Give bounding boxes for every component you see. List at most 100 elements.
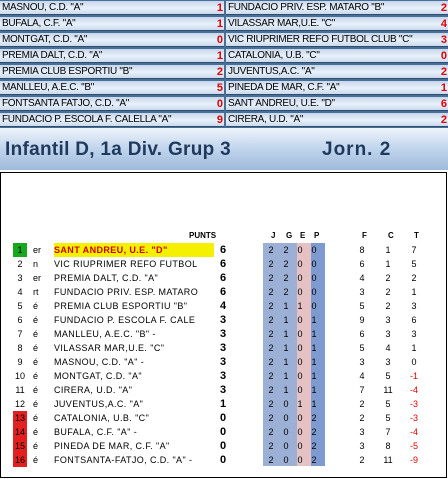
stat-t: 3 [411, 329, 417, 339]
stat-g: 0 [283, 413, 289, 423]
stat-t: -4 [409, 385, 418, 395]
result-row: MANLLEU, A.E.C. "B" 5 PINEDA DE MAR, C.F. … [0, 81, 448, 95]
stat-e: 0 [297, 329, 303, 339]
position-cell: 4 [17, 287, 23, 297]
ordinal-suffix: é [33, 455, 39, 465]
points-cell: 3 [219, 384, 227, 396]
ordinal-suffix: é [33, 329, 39, 339]
stat-c: 5 [385, 371, 391, 381]
stat-f: 2 [359, 413, 365, 423]
ordinal-suffix: é [33, 301, 39, 311]
column-band-p [311, 243, 325, 466]
stat-f: 5 [359, 343, 365, 353]
stat-j: 2 [268, 287, 274, 297]
points-cell: 3 [219, 314, 227, 326]
ordinal-suffix: er [33, 273, 42, 283]
position-cell: 10 [14, 371, 25, 381]
position-cell: 8 [17, 343, 23, 353]
stat-c: 11 [383, 385, 393, 395]
stat-f: 6 [359, 329, 365, 339]
away-team: SANT ANDREU, U.E. "D" [226, 97, 434, 111]
table-row: 15 é PINEDA DE MAR, C.F. "A" 0 2 0 0 2 3 8 -5 [13, 439, 439, 453]
stat-f: 4 [359, 273, 365, 283]
stat-g: 1 [283, 385, 289, 395]
stat-t: -3 [409, 413, 418, 423]
table-row: 10 é MONTGAT, C.D. "A" 3 2 1 0 1 4 5 -1 [13, 369, 439, 383]
header-t: T [414, 231, 419, 240]
stat-t: -3 [409, 399, 418, 409]
stat-p: 0 [311, 301, 317, 311]
table-row: 16 é FONTSANTA-FATJO, C.D. "A" -0 2 0 0 2 2 11 -9 [13, 453, 439, 467]
team-name: SANT ANDREU, U.E. "D" [54, 243, 214, 257]
away-goals: 1 [434, 81, 448, 95]
home-goals: 1 [212, 49, 224, 63]
stat-p: 1 [311, 399, 317, 409]
stat-g: 2 [283, 287, 289, 297]
stat-t: 5 [411, 259, 417, 269]
result-row: MASNOU, C.D. "A" 1 FUNDACIO PRIV. ESP. MAT… [0, 1, 448, 15]
stat-t: 3 [411, 301, 417, 311]
stat-g: 2 [283, 259, 289, 269]
home-team: FONTSANTA FATJO, C.D. "A" [0, 97, 212, 111]
points-cell: 6 [219, 258, 227, 270]
home-goals: 5 [212, 81, 224, 95]
stat-c: 2 [385, 273, 391, 283]
position-cell: 14 [13, 425, 27, 439]
home-goals: 0 [212, 33, 224, 47]
stat-e: 0 [297, 371, 303, 381]
away-goals: 2 [434, 1, 448, 15]
away-team: PINEDA DE MAR, C.F. "A" [226, 81, 434, 95]
table-row: 1 er SANT ANDREU, U.E. "D" 6 2 2 0 0 8 1 7 [13, 243, 439, 257]
points-cell: 3 [219, 328, 227, 340]
header-points: PUNTS [189, 231, 217, 240]
stat-j: 2 [268, 343, 274, 353]
table-row: 8 é VILASSAR MAR,U.E. "C" 3 2 1 0 1 5 4 1 [13, 341, 439, 355]
header-p: P [314, 231, 320, 240]
points-cell: 0 [219, 426, 227, 438]
stat-c: 1 [385, 245, 391, 255]
stat-g: 1 [283, 371, 289, 381]
stat-g: 0 [283, 427, 289, 437]
header-e: E [300, 231, 306, 240]
stat-c: 1 [385, 259, 391, 269]
stat-j: 2 [268, 385, 274, 395]
header-c: C [388, 231, 394, 240]
home-team: MANLLEU, A.E.C. "B" [0, 81, 212, 95]
points-cell: 6 [219, 272, 227, 284]
points-cell: 1 [219, 398, 227, 410]
position-cell: 1 [13, 243, 27, 257]
stat-p: 2 [311, 455, 317, 465]
result-row: PREMIA DALT, C.D. "A" 1 CATALONIA, U.B. "C… [0, 49, 448, 63]
stat-t: 7 [411, 245, 417, 255]
stat-g: 1 [283, 357, 289, 367]
stat-j: 2 [268, 399, 274, 409]
stat-c: 3 [385, 357, 391, 367]
position-cell: 16 [13, 453, 27, 467]
position-cell: 2 [17, 259, 23, 269]
home-team: FUNDACIO P. ESCOLA F. CALELLA "A" [0, 113, 212, 127]
stat-g: 1 [283, 329, 289, 339]
stat-p: 1 [311, 371, 317, 381]
ordinal-suffix: é [33, 371, 39, 381]
position-cell: 3 [17, 273, 23, 283]
stat-c: 5 [385, 413, 391, 423]
team-name: PINEDA DE MAR, C.F. "A" [54, 441, 170, 451]
stat-c: 7 [385, 427, 391, 437]
ordinal-suffix: é [33, 343, 39, 353]
matchday-label: Jorn. 2 [322, 139, 392, 160]
home-goals: 2 [212, 65, 224, 79]
points-cell: 3 [219, 342, 227, 354]
stat-f: 3 [359, 287, 365, 297]
stat-f: 3 [359, 427, 365, 437]
header-g: G [286, 231, 293, 240]
stat-e: 0 [297, 315, 303, 325]
position-cell: 5 [17, 301, 23, 311]
stat-j: 2 [268, 301, 274, 311]
stat-p: 1 [311, 343, 317, 353]
team-name: JUVENTUS,A.C. "A" [54, 399, 144, 409]
ordinal-suffix: é [33, 399, 39, 409]
stat-t: -1 [409, 371, 418, 381]
stat-j: 2 [268, 315, 274, 325]
column-band-e [297, 243, 311, 466]
stat-g: 1 [283, 343, 289, 353]
